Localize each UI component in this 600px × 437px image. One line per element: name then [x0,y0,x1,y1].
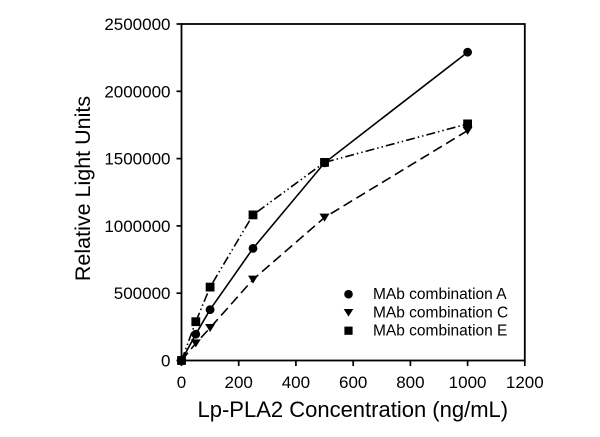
svg-text:MAb combination E: MAb combination E [373,323,507,340]
svg-text:1500000: 1500000 [104,150,170,169]
svg-text:1000000: 1000000 [104,217,170,236]
svg-text:600: 600 [339,373,367,392]
svg-text:400: 400 [282,373,310,392]
svg-text:2000000: 2000000 [104,82,170,101]
svg-text:200: 200 [225,373,253,392]
svg-text:Relative Light Units: Relative Light Units [71,96,95,281]
svg-text:MAb combination C: MAb combination C [373,305,508,322]
svg-text:Lp-PLA2 Concentration (ng/mL): Lp-PLA2 Concentration (ng/mL) [197,397,508,422]
svg-text:500000: 500000 [114,284,171,303]
svg-text:1000: 1000 [449,373,487,392]
svg-text:800: 800 [396,373,424,392]
svg-text:0: 0 [161,352,170,371]
svg-text:MAb combination A: MAb combination A [373,286,507,303]
svg-text:1200: 1200 [506,373,544,392]
svg-text:0: 0 [177,373,186,392]
svg-text:2500000: 2500000 [104,15,170,34]
